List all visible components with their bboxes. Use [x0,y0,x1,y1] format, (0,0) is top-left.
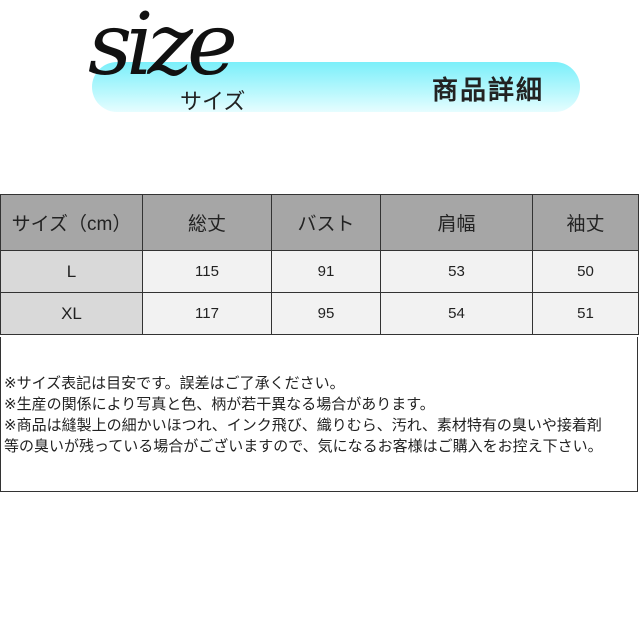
size-logo: size [88,0,238,95]
column-header-length: 総丈 [142,194,272,251]
shoulder-cell: 54 [380,292,533,335]
length-cell: 117 [142,292,272,335]
table-row: L 115 91 53 50 [0,250,639,293]
bust-cell: 95 [271,292,381,335]
note-line: ※サイズ表記は目安です。誤差はご了承ください。 [4,375,345,392]
title-banner [92,62,580,112]
length-cell: 115 [142,250,272,293]
size-cell: L [0,250,143,293]
table-header-row: サイズ（cm） 総丈 バスト 肩幅 袖丈 [0,194,639,251]
column-header-bust: バスト [271,194,381,251]
column-header-size: サイズ（cm） [0,194,143,251]
bust-cell: 91 [271,250,381,293]
shoulder-cell: 53 [380,250,533,293]
note-line: ※生産の関係により写真と色、柄が若干異なる場合があります。 [4,396,435,413]
column-header-shoulder: 肩幅 [380,194,533,251]
sleeve-cell: 50 [532,250,639,293]
table-row: XL 117 95 54 51 [0,292,639,335]
size-table: サイズ（cm） 総丈 バスト 肩幅 袖丈 L 115 91 53 50 XL 1… [0,194,639,335]
page-title: 商品詳細 [432,75,545,105]
size-cell: XL [0,292,143,335]
notes-box: ※サイズ表記は目安です。誤差はご了承ください。 ※生産の関係により写真と色、柄が… [0,337,638,492]
sleeve-cell: 51 [532,292,639,335]
size-logo-kana: サイズ [180,89,246,114]
note-line: 等の臭いが残っている場合がございますので、気になるお客様はご購入をお控え下さい。 [4,438,603,455]
column-header-sleeve: 袖丈 [532,194,639,251]
note-line: ※商品は縫製上の細かいほつれ、インク飛び、織りむら、汚れ、素材特有の臭いや接着剤 [4,417,602,434]
